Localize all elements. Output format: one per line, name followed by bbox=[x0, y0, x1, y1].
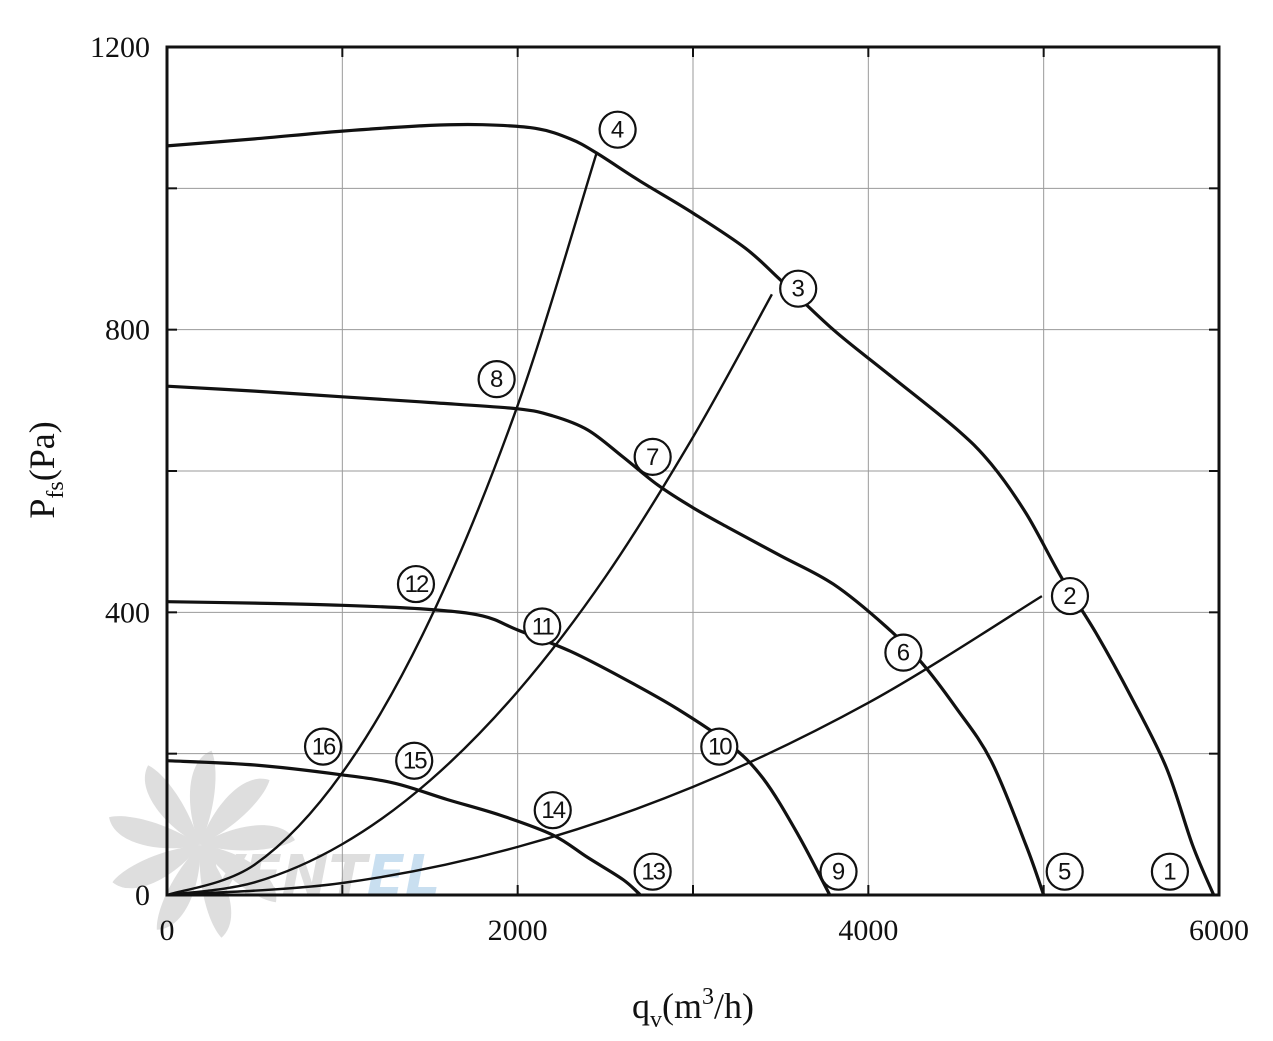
y-tick-label: 1200 bbox=[90, 31, 150, 64]
curve-marker-9: 9 bbox=[819, 852, 858, 891]
fan-curve-4 bbox=[166, 759, 642, 897]
marker-label: 5 bbox=[1058, 859, 1071, 886]
marker-label: 2 bbox=[1063, 583, 1076, 610]
marker-circle bbox=[1045, 852, 1084, 891]
marker-label: 8 bbox=[490, 366, 503, 393]
marker-label: 1 bbox=[1163, 859, 1176, 886]
x-tick-label: 0 bbox=[160, 914, 175, 947]
watermark-logo-text: VENTEL bbox=[200, 844, 441, 909]
x-axis-title-superscript: 3 bbox=[702, 984, 714, 1010]
marker-circle bbox=[477, 360, 516, 399]
marker-label: 14 bbox=[541, 797, 565, 824]
x-tick-label: 6000 bbox=[1189, 914, 1249, 947]
fan-curve-1 bbox=[166, 122, 1216, 896]
marker-circle bbox=[779, 269, 818, 308]
x-axis-title-unit-tail: /h) bbox=[714, 986, 754, 1026]
marker-label: 11 bbox=[532, 613, 555, 640]
curve-marker-5: 5 bbox=[1045, 852, 1084, 891]
fan-blade-shape bbox=[156, 845, 201, 930]
curve-marker-10: 10 bbox=[700, 727, 739, 766]
y-tick-label: 400 bbox=[105, 596, 150, 629]
marker-circle bbox=[598, 110, 637, 149]
y-axis-title: Pfs(Pa) bbox=[22, 421, 69, 518]
curve-marker-7: 7 bbox=[633, 437, 672, 476]
marker-label: 6 bbox=[897, 640, 910, 667]
marker-circle bbox=[884, 633, 923, 672]
curve-marker-12: 12 bbox=[396, 564, 436, 604]
marker-circle bbox=[633, 852, 672, 891]
y-tick-label: 0 bbox=[135, 879, 150, 912]
fan-blade-shape bbox=[200, 778, 270, 845]
system-curve-2 bbox=[166, 293, 773, 897]
y-tick-label: 800 bbox=[105, 314, 150, 347]
marker-circle bbox=[396, 564, 436, 604]
curve-marker-6: 6 bbox=[884, 633, 923, 672]
marker-circle bbox=[1150, 852, 1190, 891]
curves bbox=[166, 122, 1216, 897]
marker-circle bbox=[633, 437, 672, 476]
curve-marker-4: 4 bbox=[598, 110, 637, 149]
marker-label: 7 bbox=[646, 444, 659, 471]
marker-circle bbox=[700, 727, 739, 766]
fan-curve-2 bbox=[166, 384, 1046, 896]
curve-marker-2: 2 bbox=[1050, 576, 1090, 616]
marker-label: 3 bbox=[792, 276, 805, 303]
curve-marker-16: 16 bbox=[303, 727, 343, 766]
fan-blade-shape bbox=[199, 845, 232, 938]
fan-blade-shape bbox=[144, 765, 200, 845]
fan-blade-shape bbox=[109, 816, 200, 849]
curve-marker-15: 15 bbox=[395, 741, 434, 780]
x-tick-label: 2000 bbox=[488, 914, 548, 947]
axes bbox=[165, 45, 1221, 897]
x-axis-title-unit: (m bbox=[662, 986, 702, 1026]
x-axis-title-subscript: v bbox=[650, 1007, 662, 1033]
curve-marker-1: 1 bbox=[1150, 852, 1190, 891]
curve-marker-8: 8 bbox=[477, 360, 516, 399]
watermark-text-main: VENT bbox=[200, 844, 370, 909]
marker-circle bbox=[303, 727, 343, 766]
x-tick-label: 4000 bbox=[838, 914, 898, 947]
marker-label: 9 bbox=[832, 859, 845, 886]
marker-label: 16 bbox=[312, 734, 336, 761]
marker-circle bbox=[395, 741, 434, 780]
y-axis-title-subscript: fs bbox=[43, 481, 69, 498]
system-curve-1 bbox=[166, 595, 1043, 897]
fan-curve-3 bbox=[166, 600, 832, 896]
x-axis-title: qv(m3/h) bbox=[632, 984, 754, 1033]
x-axis-title-main: q bbox=[632, 986, 650, 1026]
system-curve-3 bbox=[166, 152, 598, 897]
curve-marker-14: 14 bbox=[533, 791, 572, 830]
grid bbox=[167, 47, 1219, 895]
watermark: VENTEL bbox=[109, 750, 441, 938]
y-axis-title-unit: (Pa) bbox=[22, 421, 62, 481]
marker-label: 12 bbox=[405, 571, 429, 598]
fan-blade-shape bbox=[112, 845, 200, 889]
marker-circle bbox=[533, 791, 572, 830]
curve-marker-11: 11 bbox=[523, 607, 562, 646]
marker-label: 15 bbox=[403, 748, 427, 775]
marker-circle bbox=[1050, 576, 1090, 616]
fan-blade-shape bbox=[200, 825, 295, 851]
curve-marker-3: 3 bbox=[779, 269, 818, 308]
marker-label: 13 bbox=[641, 859, 665, 886]
fan-logo-icon bbox=[109, 750, 295, 938]
marker-circle bbox=[523, 607, 562, 646]
marker-label: 10 bbox=[708, 734, 732, 761]
fan-blade-shape bbox=[189, 750, 216, 845]
y-axis-title-main: P bbox=[22, 499, 62, 519]
marker-label: 4 bbox=[611, 117, 624, 144]
curve-marker-13: 13 bbox=[633, 852, 672, 891]
marker-circle bbox=[819, 852, 858, 891]
